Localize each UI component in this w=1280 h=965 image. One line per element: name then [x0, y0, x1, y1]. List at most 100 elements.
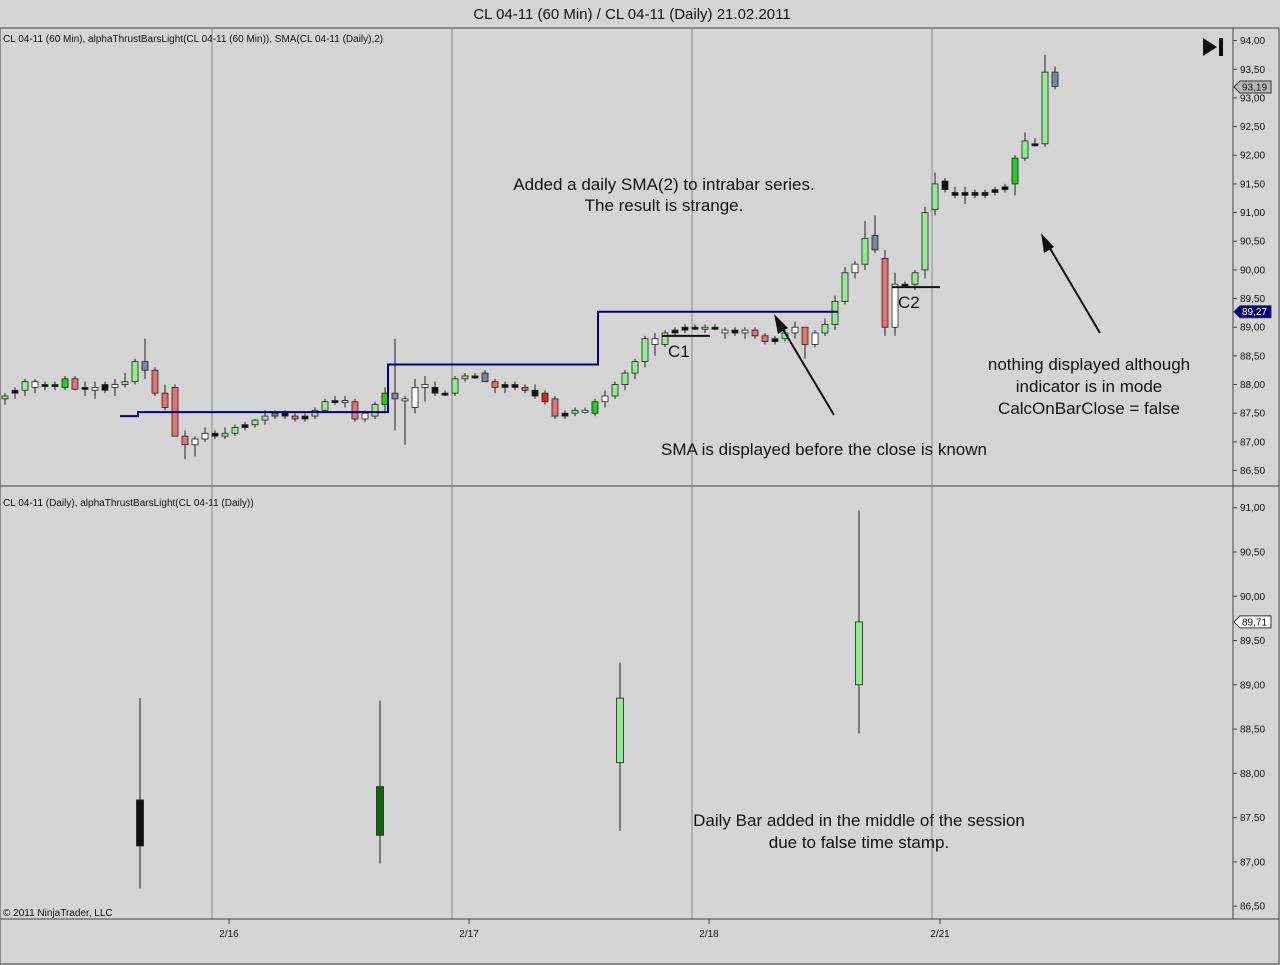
candle-body	[361, 412, 369, 420]
annotation-daily-line2: due to false time stamp.	[769, 833, 949, 852]
y-tick-label: 91,50	[1240, 179, 1265, 190]
candle	[1001, 183, 1009, 193]
candle-body	[671, 329, 679, 334]
candle-body	[531, 389, 539, 397]
candle	[791, 321, 799, 339]
candle-body	[711, 326, 719, 330]
candle-body	[861, 237, 869, 265]
candle-body	[241, 424, 249, 428]
x-axis-ticks: 2/16 2/17 2/18 2/21	[219, 919, 950, 940]
window-title: CL 04-11 (60 Min) / CL 04-11 (Daily) 21.…	[473, 6, 790, 23]
sma-line	[120, 310, 838, 418]
candle	[451, 375, 459, 397]
candle-body	[641, 338, 649, 363]
candle	[531, 384, 539, 399]
candle-body	[961, 192, 969, 196]
candle	[301, 413, 309, 422]
price-badge	[1233, 305, 1272, 319]
candle	[91, 381, 99, 399]
candle-body	[401, 398, 409, 402]
candle	[311, 407, 319, 419]
candle-body	[941, 180, 949, 191]
y-tick-label: 89,50	[1240, 636, 1265, 647]
x-tick-label: 2/17	[459, 929, 479, 940]
candle	[831, 295, 839, 331]
y-tick-label: 88,50	[1240, 351, 1265, 362]
candle	[651, 332, 659, 356]
candle	[241, 421, 249, 431]
close-marker-label: C1	[668, 342, 690, 361]
daily-candle-body	[855, 621, 863, 686]
candle	[851, 261, 859, 279]
candle	[131, 358, 139, 385]
candle	[371, 401, 379, 419]
candle-body	[391, 392, 399, 400]
price-badge-label: 93,19	[1242, 83, 1267, 94]
daily-candle	[136, 698, 144, 889]
candle	[751, 327, 759, 339]
candle	[871, 215, 879, 253]
daily-candle	[376, 700, 384, 864]
candle-body	[811, 332, 819, 345]
candle-body	[741, 329, 749, 334]
candle	[981, 189, 989, 199]
candle	[401, 396, 409, 445]
skip-to-end-icon[interactable]	[1203, 38, 1223, 56]
candle-body	[321, 401, 329, 411]
annotation-daily-line1: Daily Bar added in the middle of the ses…	[693, 811, 1025, 830]
candle-body	[141, 361, 149, 371]
y-tick-label: 91,00	[1240, 208, 1265, 219]
candle	[331, 396, 339, 405]
candle-body	[871, 235, 879, 251]
candle-body	[581, 409, 589, 413]
price-badge	[1233, 615, 1272, 629]
arrow-before-close	[774, 314, 835, 416]
candle-body	[51, 384, 59, 387]
lower-series-label: CL 04-11 (Daily), alphaThrustBarsLight(C…	[3, 498, 254, 509]
candle	[121, 373, 129, 388]
candle-body	[211, 432, 219, 437]
candle-body	[451, 378, 459, 394]
candle	[631, 358, 639, 379]
candle-body	[261, 415, 269, 421]
candle	[701, 324, 709, 333]
candle-body	[891, 283, 899, 328]
candle	[521, 384, 529, 394]
y-tick-label: 86,50	[1240, 902, 1265, 913]
close-markers: C1 C2	[662, 286, 940, 361]
candle-body	[281, 412, 289, 417]
candle-body	[301, 415, 309, 420]
candle	[551, 396, 559, 419]
candle-body	[721, 329, 729, 334]
copyright: © 2011 NinjaTrader, LLC	[3, 908, 113, 919]
y-tick-label: 86,50	[1240, 466, 1265, 477]
candle	[801, 326, 809, 359]
candle-body	[191, 438, 199, 446]
candle	[151, 367, 159, 397]
y-tick-label: 88,00	[1240, 769, 1265, 780]
candle-body	[111, 384, 119, 388]
candle	[1, 393, 9, 405]
candle	[841, 267, 849, 305]
candle-body	[651, 338, 659, 345]
candle-body	[471, 375, 479, 379]
annotation-nothing-line1: nothing displayed although	[988, 355, 1190, 374]
time-axis	[0, 918, 1280, 965]
candle-body	[21, 381, 29, 391]
candle-body	[751, 329, 759, 337]
candle-body	[801, 326, 809, 345]
arrow-nothing-displayed	[1041, 233, 1101, 334]
candle-body	[991, 189, 999, 193]
x-tick-label: 2/21	[930, 929, 950, 940]
candle	[641, 335, 649, 368]
candle-body	[1001, 186, 1009, 191]
candle	[11, 387, 19, 399]
candle	[441, 390, 449, 397]
candle	[251, 418, 259, 428]
upper-panel	[0, 27, 1234, 487]
candle	[1011, 155, 1019, 196]
candle-body	[271, 412, 279, 417]
candle-body	[331, 400, 339, 403]
y-tick-label: 89,50	[1240, 294, 1265, 305]
candle-body	[421, 384, 429, 388]
